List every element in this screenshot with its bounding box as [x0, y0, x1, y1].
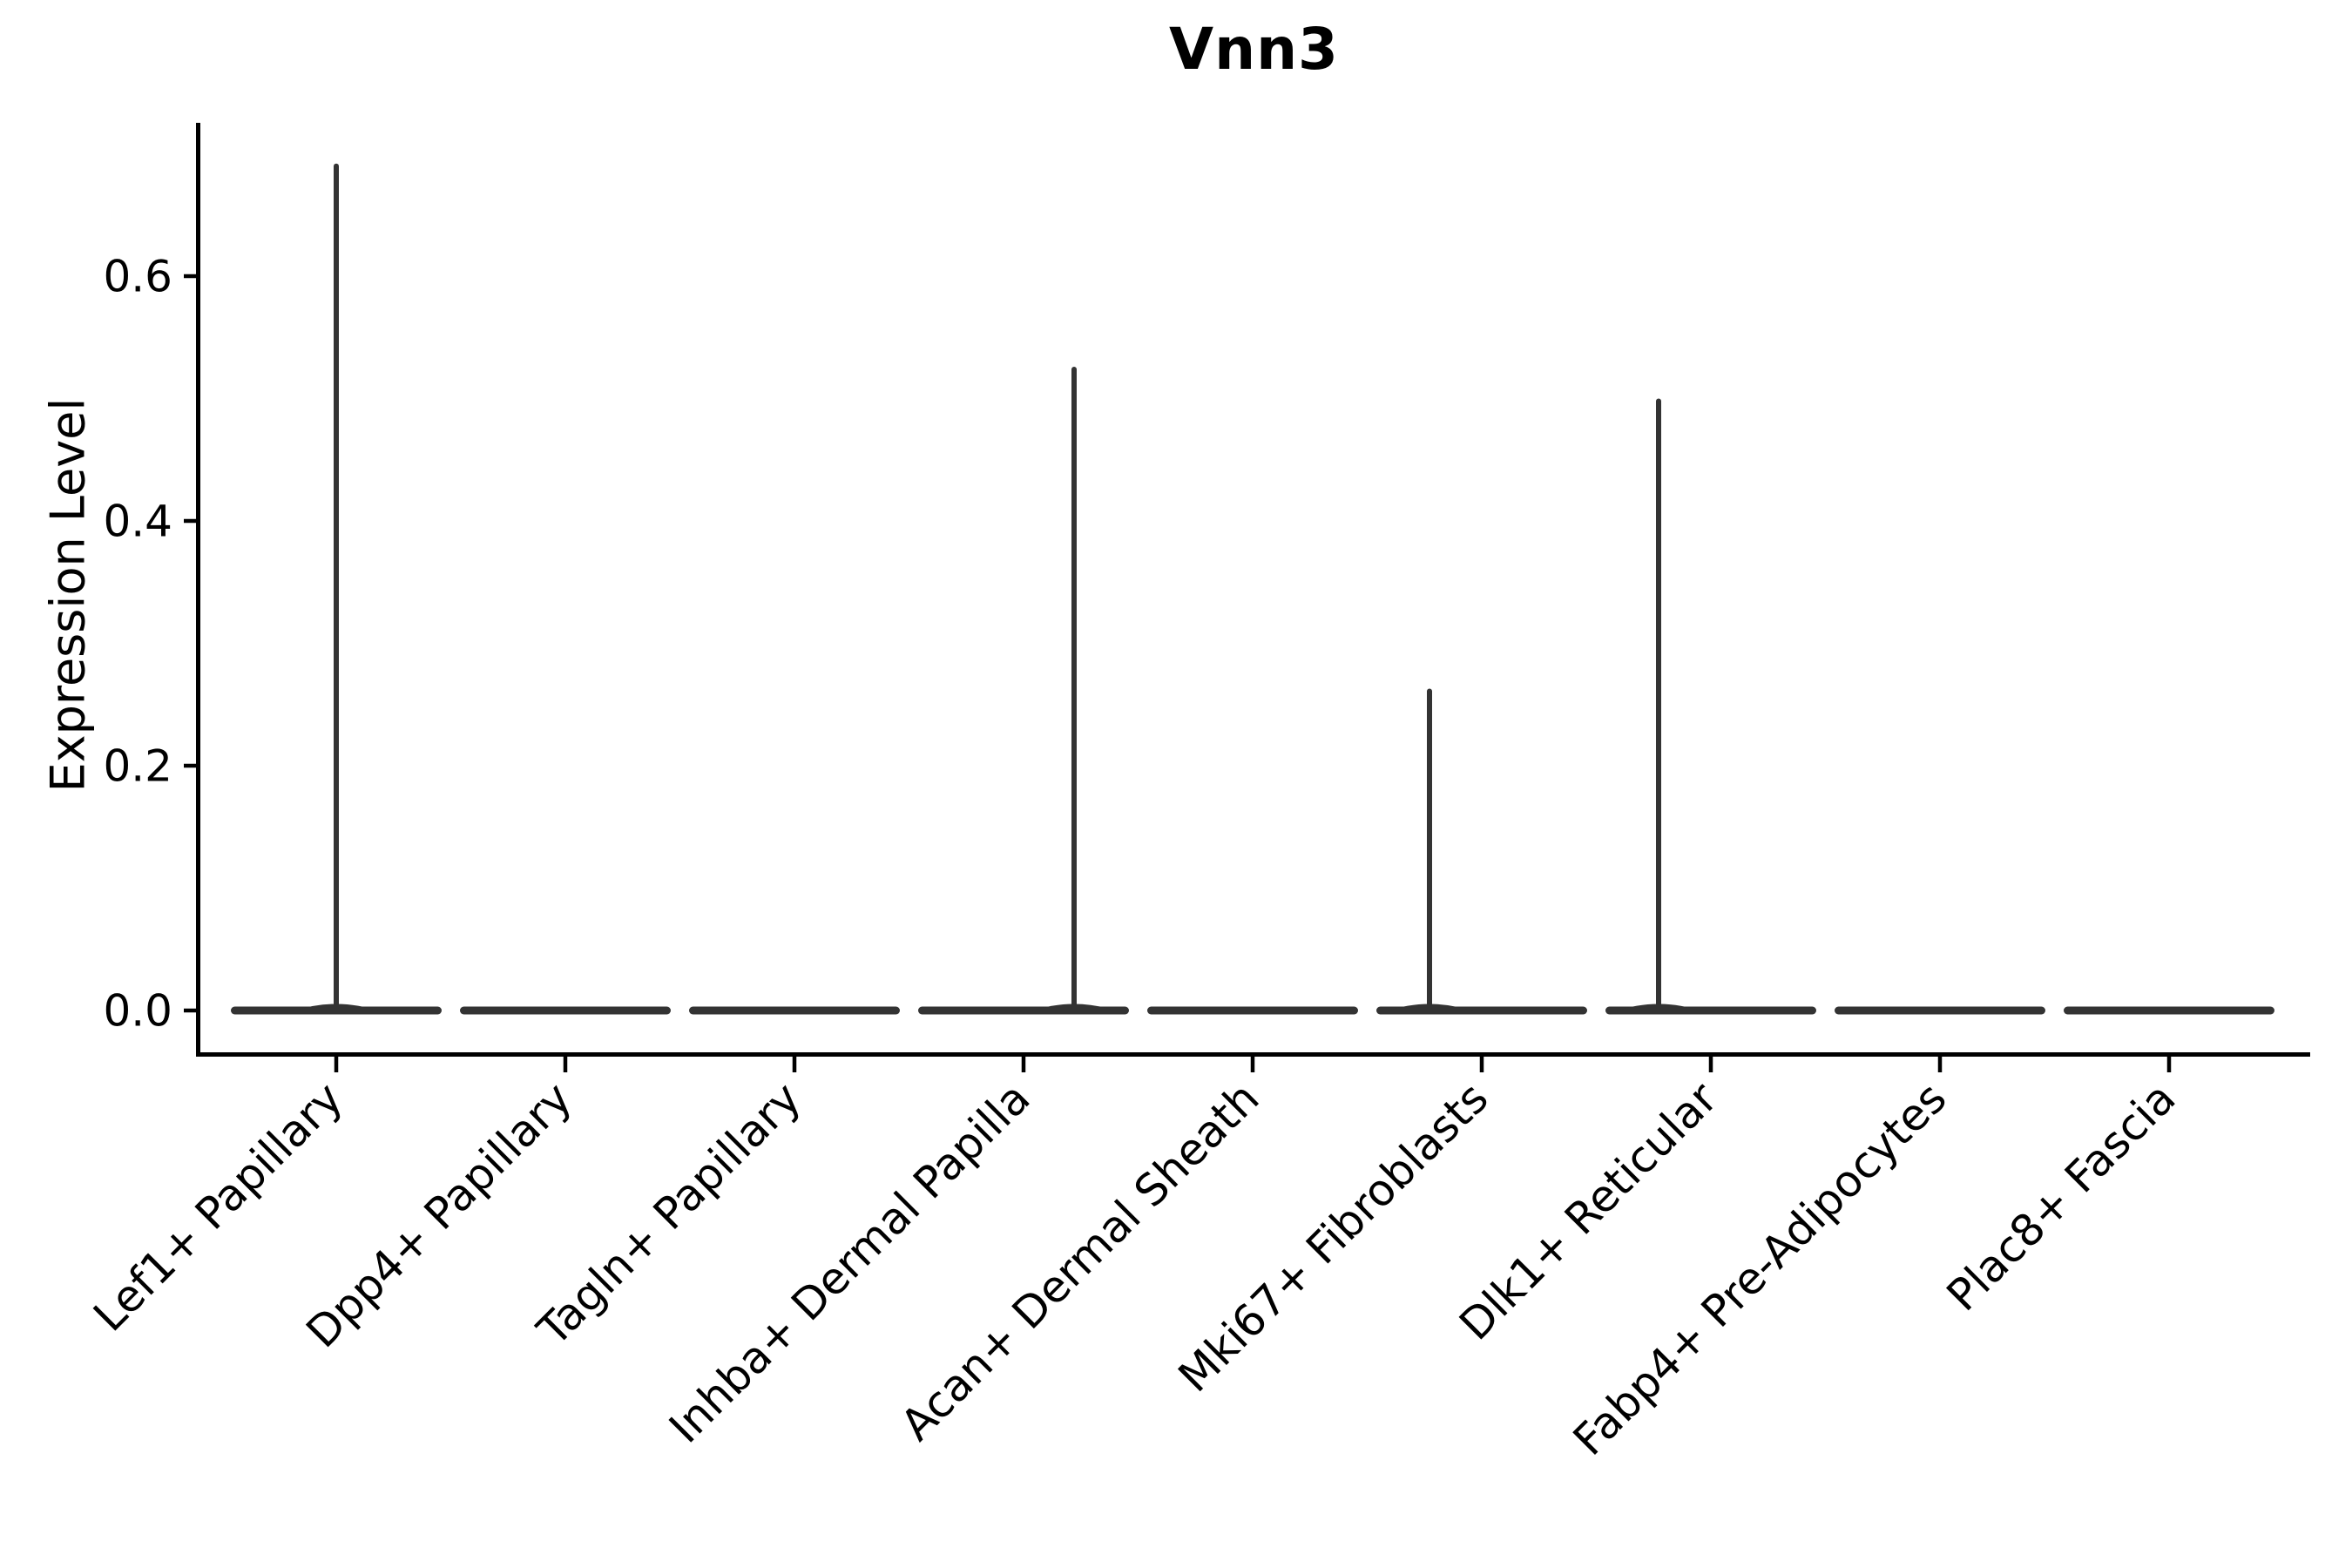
violin-body: [689, 1006, 900, 1015]
x-tick-mark: [563, 1057, 568, 1072]
y-tick-label: 0.6: [103, 252, 172, 302]
violin-body: [460, 1006, 671, 1015]
x-tick-mark: [2166, 1057, 2172, 1072]
x-tick-mark: [334, 1057, 339, 1072]
violin-spike: [334, 163, 339, 1011]
y-tick-mark: [184, 1008, 198, 1013]
y-tick-label: 0.4: [103, 497, 172, 547]
x-tick-mark: [1021, 1057, 1026, 1072]
x-tick-label: Lef1+ Papillary: [84, 1072, 352, 1341]
x-tick-mark: [1708, 1057, 1713, 1072]
violin-body: [1147, 1006, 1358, 1015]
x-axis-spine: [196, 1052, 2310, 1057]
violin-spike: [1656, 398, 1661, 1010]
x-tick-label: Fabp4+ Pre-Adipocytes: [1564, 1072, 1957, 1465]
violin-spike: [1071, 366, 1077, 1011]
y-tick-label: 0.0: [103, 986, 172, 1037]
x-tick-mark: [1479, 1057, 1484, 1072]
y-tick-mark: [184, 274, 198, 279]
y-axis-spine: [196, 123, 200, 1057]
y-tick-mark: [184, 518, 198, 524]
x-tick-mark: [1250, 1057, 1255, 1072]
x-tick-label: Plac8+ Fascia: [1937, 1072, 2186, 1321]
violin-body: [2064, 1006, 2274, 1015]
chart-title: Vnn3: [1169, 16, 1339, 83]
y-tick-mark: [184, 763, 198, 768]
violin-body: [1835, 1006, 2045, 1015]
x-tick-mark: [1937, 1057, 1943, 1072]
y-tick-label: 0.2: [103, 741, 172, 792]
x-tick-mark: [792, 1057, 797, 1072]
violin-spike: [1427, 688, 1432, 1010]
